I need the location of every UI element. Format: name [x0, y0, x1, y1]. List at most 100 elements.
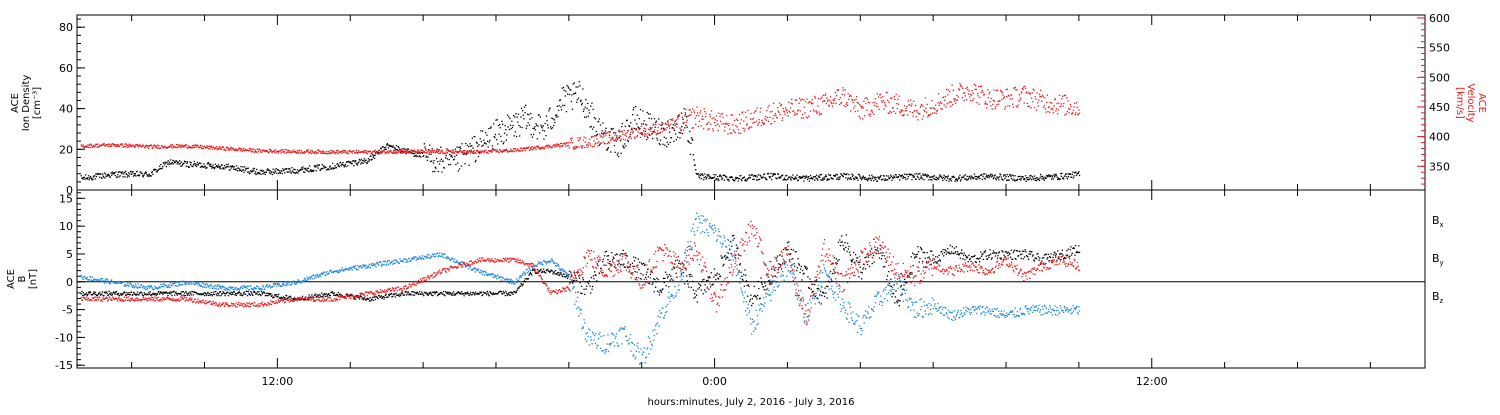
- velocity-series-point: [831, 103, 832, 104]
- density-series-point: [695, 169, 696, 170]
- velocity-series-point: [548, 147, 549, 148]
- density-series-point: [101, 178, 102, 179]
- velocity-series-point: [603, 141, 604, 142]
- density-series-point: [825, 174, 826, 175]
- density-series-point: [704, 173, 705, 174]
- velocity-series-point: [963, 92, 964, 93]
- bx-series-point: [789, 259, 790, 260]
- velocity-series-point: [597, 145, 598, 146]
- bx-series-point: [213, 292, 214, 293]
- velocity-series-point: [834, 98, 835, 99]
- velocity-series-point: [961, 85, 962, 86]
- bx-series-point: [189, 291, 190, 292]
- velocity-series-point: [519, 150, 520, 151]
- density-series-point: [461, 166, 462, 167]
- density-series-point: [367, 161, 368, 162]
- bx-series-point: [505, 291, 506, 292]
- velocity-series-point: [441, 150, 442, 151]
- density-series-point: [232, 167, 233, 168]
- density-series-point: [282, 173, 283, 174]
- density-series-point: [852, 175, 853, 176]
- bx-series-point: [706, 280, 707, 281]
- density-series-point: [625, 145, 626, 146]
- density-series-point: [914, 173, 915, 174]
- bx-series-point: [859, 262, 860, 263]
- velocity-series-point: [607, 132, 608, 133]
- bx-series-point: [733, 235, 734, 236]
- density-series-point: [509, 118, 510, 119]
- velocity-series-point: [780, 114, 781, 115]
- bx-series-point: [398, 294, 399, 295]
- velocity-series-point: [753, 112, 754, 113]
- density-series-point: [172, 162, 173, 163]
- bx-series-point: [888, 271, 889, 272]
- density-series-point: [290, 169, 291, 170]
- density-series-point: [94, 175, 95, 176]
- density-series-point: [583, 109, 584, 110]
- bx-series-point: [372, 297, 373, 298]
- density-series-point: [159, 166, 160, 167]
- density-series-point: [438, 171, 439, 172]
- density-series-point: [187, 161, 188, 162]
- density-series-point: [318, 168, 319, 169]
- velocity-series-point: [602, 133, 603, 134]
- bx-series-point: [862, 272, 863, 273]
- density-series-point: [985, 178, 986, 179]
- velocity-series-point: [320, 151, 321, 152]
- bx-series-point: [130, 294, 131, 295]
- velocity-series-point: [235, 148, 236, 149]
- density-series-point: [826, 176, 827, 177]
- bx-series-point: [383, 296, 384, 297]
- density-series-point: [682, 119, 683, 120]
- velocity-series-point: [718, 113, 719, 114]
- bx-series-point: [749, 301, 750, 302]
- bx-series-point: [809, 278, 810, 279]
- velocity-series-point: [495, 149, 496, 150]
- velocity-series-point: [636, 129, 637, 130]
- velocity-series-point: [1006, 96, 1007, 97]
- density-series-point: [574, 82, 575, 83]
- density-series-point: [98, 173, 99, 174]
- velocity-series-point: [846, 102, 847, 103]
- density-series-point: [946, 180, 947, 181]
- bx-series-point: [675, 260, 676, 261]
- density-series-point: [794, 178, 795, 179]
- velocity-series-point: [889, 113, 890, 114]
- velocity-series-point: [692, 128, 693, 129]
- bx-series-point: [90, 292, 91, 293]
- density-series-point: [970, 178, 971, 179]
- velocity-series-point: [921, 104, 922, 105]
- bx-series-point: [944, 249, 945, 250]
- velocity-series-point: [560, 143, 561, 144]
- velocity-series-point: [225, 150, 226, 151]
- density-series-point: [693, 154, 694, 155]
- bx-series-point: [638, 259, 639, 260]
- bx-series-point: [866, 256, 867, 257]
- bx-series-point: [752, 298, 753, 299]
- density-series-point: [928, 175, 929, 176]
- bx-series-point: [705, 291, 706, 292]
- density-series-point: [211, 168, 212, 169]
- density-series-point: [183, 163, 184, 164]
- velocity-series-point: [659, 124, 660, 125]
- density-series-point: [530, 113, 531, 114]
- bx-series-point: [355, 299, 356, 300]
- density-series-point: [569, 94, 570, 95]
- density-series-point: [883, 176, 884, 177]
- bx-series-point: [251, 292, 252, 293]
- velocity-series-point: [578, 140, 579, 141]
- velocity-series-point: [658, 133, 659, 134]
- velocity-series-point: [1051, 102, 1052, 103]
- bx-series-point: [452, 295, 453, 296]
- bx-series-point: [796, 270, 797, 271]
- density-series-point: [1036, 177, 1037, 178]
- velocity-series-point: [664, 130, 665, 131]
- density-series-point: [1009, 180, 1010, 181]
- density-series-point: [750, 177, 751, 178]
- density-series-point: [1026, 177, 1027, 178]
- density-series-point: [999, 176, 1000, 177]
- bx-series-point: [586, 286, 587, 287]
- density-series-point: [998, 179, 999, 180]
- velocity-series-point: [692, 108, 693, 109]
- bx-series-point: [156, 295, 157, 296]
